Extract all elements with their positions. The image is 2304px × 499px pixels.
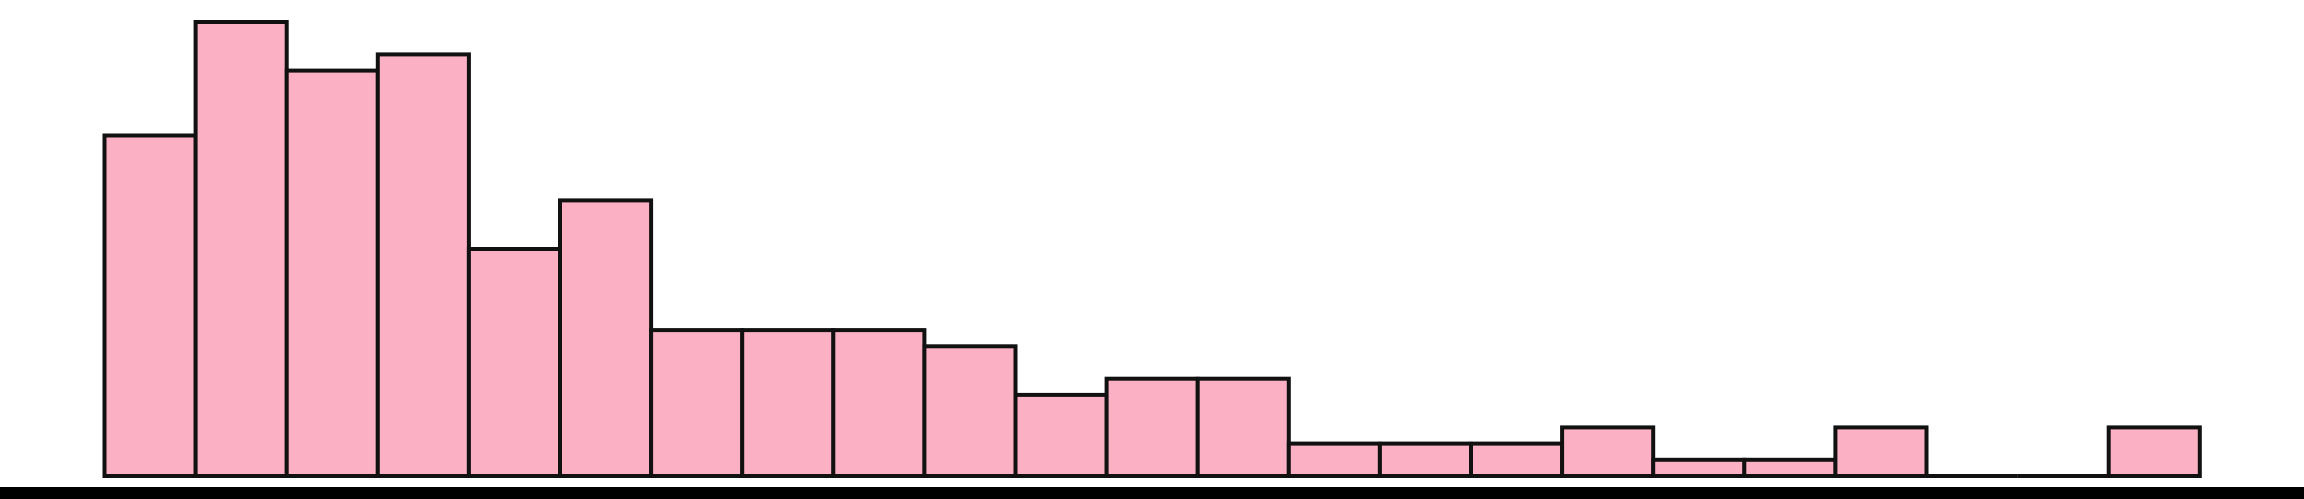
histogram-bar-3 — [284, 68, 380, 478]
histogram-bar-6 — [558, 198, 654, 478]
x-axis-baseline — [0, 487, 2304, 499]
histogram-bar-10 — [922, 344, 1018, 478]
histogram-bar-11 — [1013, 392, 1109, 478]
histogram-bar-7 — [649, 328, 745, 478]
histogram-bar-20 — [1833, 425, 1929, 478]
histogram-bar-17 — [1560, 425, 1656, 478]
histogram-bar-18 — [1651, 457, 1747, 478]
histogram-bar-8 — [740, 328, 836, 478]
histogram-bar-13 — [1195, 376, 1291, 479]
histogram-bar-19 — [1742, 457, 1838, 478]
histogram-bar-16 — [1469, 441, 1565, 479]
histogram-bar-2 — [193, 20, 289, 478]
histogram-bar-4 — [375, 52, 471, 479]
histogram-bar-23 — [2106, 425, 2202, 478]
histogram-bar-5 — [466, 247, 562, 478]
bars-group — [102, 20, 2202, 479]
histogram-bar-14 — [1286, 441, 1382, 479]
histogram-bar-1 — [102, 133, 198, 478]
histogram-bar-15 — [1377, 441, 1474, 479]
histogram-bar-12 — [1104, 376, 1200, 479]
histogram-bar-9 — [831, 328, 927, 478]
